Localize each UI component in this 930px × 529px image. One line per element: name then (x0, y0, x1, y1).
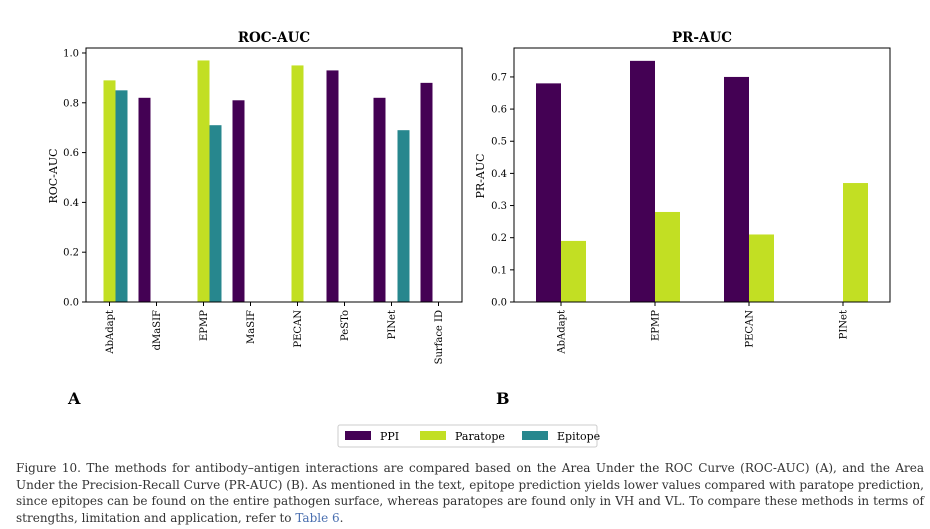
legend-label-epitope: Epitope (557, 430, 600, 443)
pr-auc-bar-paratope-abadapt (561, 240, 586, 302)
pr-auc-bar-ppi-pecan (724, 76, 749, 302)
figure-caption: Figure 10. The methods for antibody–anti… (16, 460, 924, 526)
legend-label-paratope: Paratope (455, 430, 505, 443)
roc-auc-bar-paratope-abadapt (103, 80, 116, 303)
roc-auc-ytick-label: 0.6 (63, 148, 79, 159)
figure-canvas: ROC-AUC ROC-AUC A 0.0 0.2 0.4 0.6 0.8 1.0 AbAd… (47, 30, 891, 448)
pr-auc-xtick-label-pinet: PINet (839, 310, 850, 339)
roc-auc-chart: ROC-AUC ROC-AUC A 0.0 0.2 0.4 0.6 0.8 1.0 AbAd… (47, 30, 463, 408)
roc-auc-bar-ppi-pinet (373, 97, 386, 302)
legend-swatch-paratope (420, 431, 446, 440)
pr-auc-ytick-label: 0.7 (491, 72, 507, 83)
pr-auc-ytick-label: 0.3 (491, 201, 507, 212)
roc-auc-xtick-label-epmp: EPMP (199, 310, 210, 341)
roc-auc-bar-paratope-epmp (197, 60, 210, 303)
table-6-link[interactable]: Table 6 (295, 510, 340, 525)
pr-auc-ytick-label: 0.5 (491, 137, 507, 148)
roc-auc-bar-ppi-surface-id (420, 82, 433, 302)
roc-auc-xtick-label-dmasif: dMaSIF (152, 310, 163, 350)
roc-auc-bar-epitope-epmp (209, 125, 222, 302)
pr-auc-bar-ppi-abadapt (536, 83, 561, 303)
pr-auc-ytick-label: 0.2 (491, 233, 507, 244)
legend-frame (337, 424, 598, 448)
pr-auc-bar-paratope-epmp (655, 211, 680, 302)
pr-auc-ytick-label: 0.6 (491, 105, 507, 116)
roc-auc-xtick-label-abadapt: AbAdapt (105, 310, 116, 355)
roc-auc-xtick-label-pinet: PINet (387, 310, 398, 339)
pr-auc-xtick-label-abadapt: AbAdapt (557, 310, 568, 355)
caption-text: Figure 10. The methods for antibody–anti… (16, 461, 924, 525)
roc-auc-xtick-label-pesto: PeSTo (340, 310, 351, 341)
roc-auc-bar-epitope-abadapt (115, 90, 128, 302)
pr-auc-ytick-label: 0.0 (491, 298, 507, 309)
roc-auc-xtick-label-surface-id: Surface ID (434, 310, 445, 364)
roc-auc-bar-epitope-pinet (397, 130, 410, 302)
panel-label-a: A (67, 389, 81, 408)
caption-end: . (339, 510, 344, 525)
pr-auc-xtick-label-pecan: PECAN (745, 310, 756, 348)
roc-auc-ytick-label: 0.2 (63, 248, 79, 259)
legend-label-ppi: PPI (380, 430, 399, 443)
roc-auc-ylabel: ROC-AUC (47, 148, 60, 203)
pr-auc-ytick-label: 0.4 (491, 169, 507, 180)
pr-auc-bar-paratope-pecan (749, 234, 774, 302)
roc-auc-ytick-label: 0.0 (63, 298, 79, 309)
pr-auc-bar-paratope-pinet (843, 183, 868, 302)
roc-auc-plot-frame (85, 47, 463, 303)
legend: PPI Paratope Epitope (337, 424, 600, 448)
panel-label-b: B (496, 389, 510, 408)
roc-auc-ytick-label: 0.8 (63, 98, 79, 109)
roc-auc-bar-ppi-masif (232, 100, 245, 302)
pr-auc-ylabel: PR-AUC (474, 153, 487, 198)
roc-auc-bar-ppi-pesto (326, 70, 339, 302)
pr-auc-bar-ppi-epmp (630, 60, 655, 302)
pr-auc-plot-frame (513, 47, 891, 303)
roc-auc-bar-ppi-dmasif (138, 97, 151, 302)
roc-auc-xtick-label-masif: MaSIF (246, 310, 257, 344)
pr-auc-chart: PR-AUC PR-AUC B 0.0 0.1 0.2 0.3 0.4 0.5 0.6 0.7… (474, 30, 891, 408)
roc-auc-ytick-label: 0.4 (63, 198, 79, 209)
pr-auc-title: PR-AUC (672, 30, 732, 46)
legend-swatch-epitope (522, 431, 548, 440)
pr-auc-ytick-label: 0.1 (491, 265, 507, 276)
roc-auc-title: ROC-AUC (238, 30, 311, 46)
roc-auc-ytick-label: 1.0 (63, 48, 79, 59)
roc-auc-bar-paratope-pecan (291, 65, 304, 303)
pr-auc-xtick-label-epmp: EPMP (651, 310, 662, 341)
roc-auc-xtick-label-pecan: PECAN (293, 310, 304, 348)
legend-swatch-ppi (345, 431, 371, 440)
